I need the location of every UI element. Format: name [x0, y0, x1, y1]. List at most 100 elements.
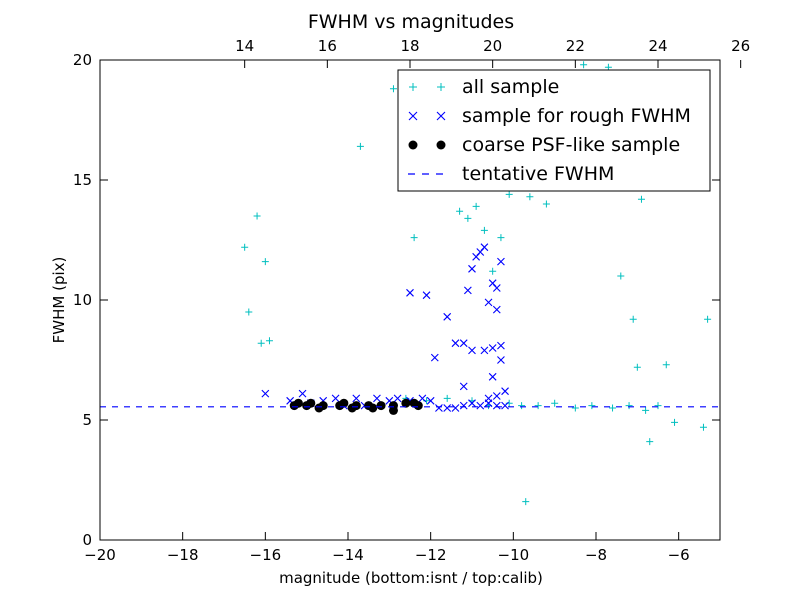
top-x-tick-label: 16 [318, 37, 337, 55]
data-marks [100, 61, 720, 506]
rough-sample-point [488, 372, 497, 381]
top-x-tick-label: 14 [235, 37, 254, 55]
rough-sample-point [484, 394, 493, 403]
all-sample-point [526, 193, 534, 201]
rough-sample-point [406, 288, 414, 297]
rough-sample-point [373, 394, 381, 403]
x-axis-label: magnitude (bottom:isnt / top:calib) [279, 569, 543, 587]
psf-sample-point [351, 401, 361, 411]
rough-sample-point [484, 298, 493, 307]
all-sample-point [456, 207, 464, 215]
x-tick-label: −10 [498, 546, 530, 564]
rough-sample-point [459, 401, 468, 410]
rough-sample-point [451, 339, 460, 348]
psf-sample-point [388, 401, 398, 411]
all-sample-point [241, 243, 249, 251]
rough-sample-point [480, 346, 489, 355]
all-sample-point [261, 258, 269, 266]
psf-sample-point [339, 398, 349, 408]
rough-sample-point [261, 389, 270, 398]
x-tick-label: −18 [167, 546, 199, 564]
rough-sample-point [476, 401, 485, 410]
rough-sample-point [435, 404, 443, 412]
rough-sample-point [430, 353, 439, 362]
rough-sample-point [492, 284, 501, 292]
all-sample-point [265, 337, 273, 345]
y-tick-label: 15 [73, 171, 92, 189]
legend-x-icon [436, 111, 446, 121]
all-sample-point [472, 202, 480, 210]
y-axis-label: FWHM (pix) [50, 257, 68, 344]
rough-sample-point [352, 394, 361, 403]
rough-sample-point [459, 339, 468, 348]
legend-plus-icon [409, 83, 417, 91]
all-sample-point [671, 418, 679, 426]
all-sample-point [245, 308, 253, 316]
rough-sample-point [497, 356, 505, 364]
top-x-tick-label: 24 [648, 37, 667, 55]
all-sample-point [637, 195, 645, 203]
legend-label: all sample [462, 76, 559, 98]
rough-sample-point [451, 404, 460, 412]
legend-plus-icon [437, 83, 445, 91]
all-sample-point [253, 212, 261, 220]
psf-sample-point [413, 401, 423, 411]
rough-sample-point [468, 346, 476, 355]
rough-sample-point [501, 387, 509, 396]
all-sample-point [505, 190, 513, 198]
y-tick-label: 5 [82, 411, 92, 429]
all-sample-point [625, 402, 633, 410]
axes: −20 −18 −16 −14 −12 −10 −8 −6 0 5 10 15 20 14 16 18 20 22… [73, 37, 750, 564]
x-tick-label: −16 [250, 546, 282, 564]
legend: all sample sample for rough FWHM coarse PS… [397, 69, 711, 192]
all-sample-point [389, 85, 397, 93]
top-x-tick-label: 18 [400, 37, 419, 55]
rough-sample-point [492, 392, 501, 400]
top-x-tick-label: 22 [566, 37, 585, 55]
legend-label: coarse PSF-like sample [462, 134, 680, 156]
all-sample-point [489, 267, 497, 275]
legend-box [397, 69, 711, 192]
rough-sample-point [492, 401, 501, 410]
rough-sample-point [492, 305, 501, 314]
all-sample-point [629, 315, 637, 323]
x-tick-label: −14 [332, 546, 364, 564]
all-sample-point [617, 272, 625, 280]
rough-sample-point [497, 341, 505, 350]
rough-sample-point [468, 264, 476, 273]
legend-x-icon [408, 111, 418, 121]
all-sample-point [518, 402, 526, 410]
x-tick-label: −12 [415, 546, 447, 564]
psf-sample-point [401, 398, 411, 408]
rough-sample-point [463, 286, 472, 295]
all-sample-point [646, 438, 654, 446]
all-sample-point [356, 142, 364, 150]
rough-sample-point [501, 401, 509, 410]
rough-sample-point [298, 389, 307, 398]
all-sample-point [534, 402, 542, 410]
legend-label: tentative FWHM [462, 163, 614, 185]
legend-dot-icon [436, 140, 446, 150]
all-sample-point [257, 339, 265, 347]
all-sample-point [633, 363, 641, 371]
rough-sample-point [331, 394, 340, 403]
all-sample-point [662, 361, 670, 369]
rough-sample-point [422, 291, 431, 300]
rough-sample-point [468, 399, 476, 408]
all-sample-point [410, 234, 418, 242]
all-sample-point [522, 498, 530, 506]
all-sample-point [551, 399, 559, 407]
psf-sample-point [293, 398, 303, 408]
rough-sample-point [426, 396, 435, 405]
rough-sample-point [418, 394, 427, 403]
psf-sample-point [376, 401, 386, 411]
all-sample-point [497, 234, 505, 242]
y-tick-label: 10 [73, 291, 92, 309]
x-tick-label: −8 [585, 546, 607, 564]
rough-sample-point [443, 312, 452, 321]
all-sample-point [464, 214, 472, 222]
y-tick-label: 20 [73, 51, 92, 69]
psf-sample-point [306, 398, 316, 408]
y-tick-label: 0 [82, 531, 92, 549]
